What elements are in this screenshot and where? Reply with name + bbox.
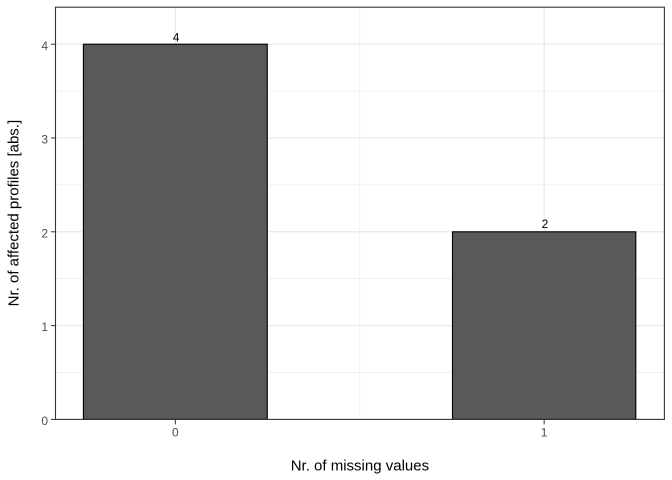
svg-text:Nr. of affected profiles [abs.: Nr. of affected profiles [abs.] [6, 120, 23, 307]
svg-text:1: 1 [541, 426, 548, 440]
svg-text:Nr. of missing values: Nr. of missing values [291, 457, 429, 474]
svg-text:4: 4 [41, 39, 48, 53]
svg-text:3: 3 [41, 133, 48, 147]
svg-text:2: 2 [542, 217, 549, 231]
svg-text:2: 2 [41, 226, 48, 240]
svg-text:0: 0 [172, 426, 179, 440]
svg-text:1: 1 [41, 320, 48, 334]
svg-text:0: 0 [41, 414, 48, 428]
svg-text:4: 4 [173, 31, 180, 45]
